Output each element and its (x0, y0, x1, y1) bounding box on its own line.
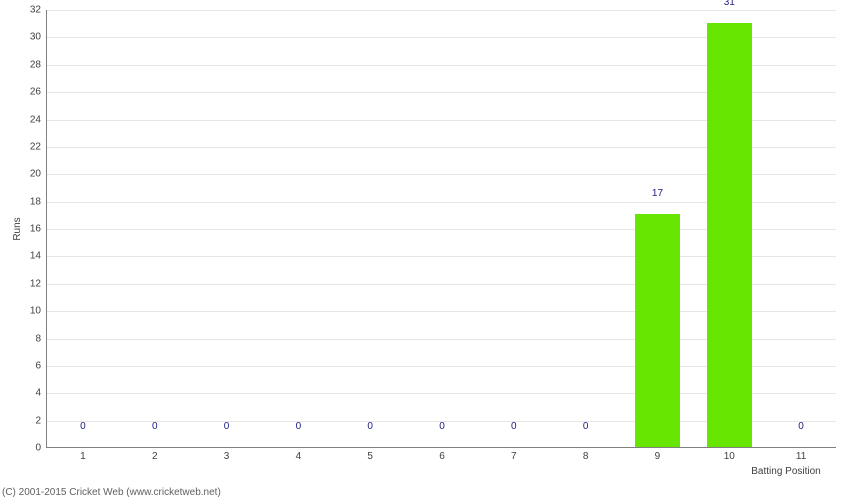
bar (635, 214, 680, 447)
y-tick-label: 12 (30, 278, 47, 289)
x-tick-label: 1 (80, 447, 86, 462)
y-tick-label: 28 (30, 59, 47, 70)
y-tick-label: 0 (35, 443, 47, 454)
bar-value-label: 0 (511, 421, 517, 432)
y-tick-label: 6 (35, 360, 47, 371)
x-axis-title: Batting Position (751, 466, 821, 477)
bar-value-label: 31 (724, 0, 735, 8)
x-tick-label: 7 (511, 447, 517, 462)
x-tick-label: 3 (224, 447, 230, 462)
y-tick-label: 4 (35, 388, 47, 399)
y-tick-label: 30 (30, 32, 47, 43)
bar-value-label: 0 (367, 421, 373, 432)
gridline-h (47, 10, 836, 11)
y-tick-label: 2 (35, 415, 47, 426)
y-tick-label: 22 (30, 141, 47, 152)
y-tick-label: 32 (30, 5, 47, 16)
x-tick-label: 5 (367, 447, 373, 462)
y-tick-label: 18 (30, 196, 47, 207)
y-axis-title: Runs (12, 217, 23, 240)
bar-value-label: 17 (652, 188, 663, 199)
bar-value-label: 0 (224, 421, 230, 432)
y-tick-label: 14 (30, 251, 47, 262)
y-tick-label: 10 (30, 306, 47, 317)
bar (707, 23, 752, 447)
y-tick-label: 20 (30, 169, 47, 180)
bar-value-label: 0 (152, 421, 158, 432)
bar-value-label: 0 (296, 421, 302, 432)
y-tick-label: 24 (30, 114, 47, 125)
x-tick-label: 4 (296, 447, 302, 462)
copyright-text: (C) 2001-2015 Cricket Web (www.cricketwe… (2, 487, 221, 498)
bar-value-label: 0 (439, 421, 445, 432)
x-tick-label: 2 (152, 447, 158, 462)
bar-value-label: 0 (583, 421, 589, 432)
x-tick-label: 6 (439, 447, 445, 462)
chart-container: 0246810121416182022242628303201020304050… (0, 0, 850, 480)
bar-value-label: 0 (80, 421, 86, 432)
x-tick-label: 8 (583, 447, 589, 462)
plot-area: 0246810121416182022242628303201020304050… (46, 10, 836, 448)
x-tick-label: 11 (796, 447, 806, 462)
x-tick-label: 10 (724, 447, 735, 462)
y-tick-label: 16 (30, 224, 47, 235)
y-tick-label: 26 (30, 87, 47, 98)
y-tick-label: 8 (35, 333, 47, 344)
bar-value-label: 0 (798, 421, 804, 432)
x-tick-label: 9 (655, 447, 661, 462)
